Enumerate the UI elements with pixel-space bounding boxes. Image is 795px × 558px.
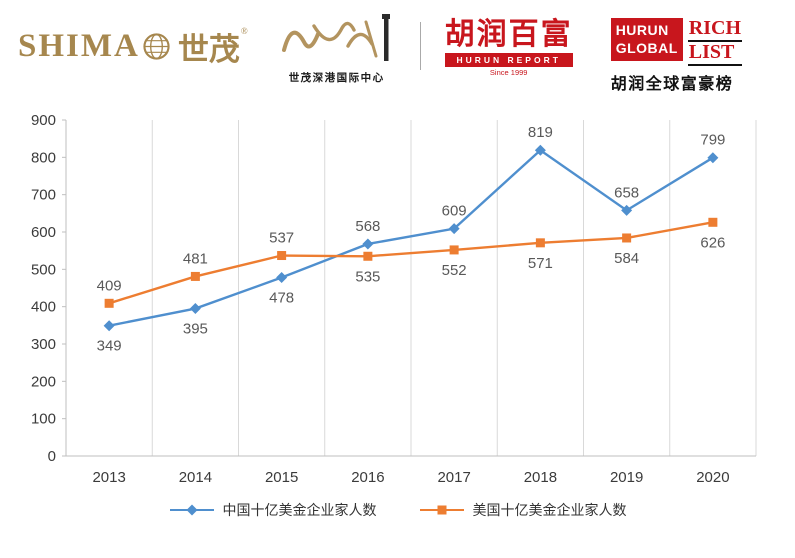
data-point: [448, 223, 460, 235]
data-point: [276, 272, 288, 284]
shimao-logo-cn: 世茂: [177, 32, 240, 67]
usa-series-marker-icon: [419, 505, 464, 515]
x-axis-label: 2017: [437, 469, 470, 486]
data-point: [103, 320, 115, 332]
data-label: 626: [700, 234, 725, 251]
legend-item-china: 中国十亿美金企业家人数: [169, 500, 377, 520]
x-axis-label: 2019: [610, 469, 643, 486]
data-label: 409: [97, 277, 122, 294]
legend-label-china: 中国十亿美金企业家人数: [222, 502, 377, 518]
hurun-report-since: Since 1999: [489, 68, 528, 77]
data-point: [534, 144, 546, 156]
data-label: 349: [97, 338, 122, 355]
shimao-logo: SHIMA 世茂 ®: [18, 24, 248, 69]
richlist-word1: RICH: [687, 18, 743, 42]
data-label: 609: [442, 203, 467, 220]
data-point: [707, 152, 719, 164]
y-axis-label: 400: [31, 299, 56, 316]
legend-label-usa: 美国十亿美金企业家人数: [472, 502, 627, 518]
data-point: [621, 204, 633, 216]
y-axis-label: 500: [31, 261, 56, 278]
richlist-word2: LIST: [687, 42, 743, 66]
chart: 0 100 200 300 400 500 600 700 800 900 2013 2014 2015…: [0, 98, 795, 520]
data-point: [190, 271, 200, 281]
globe-icon: [143, 33, 170, 60]
data-label: 584: [614, 250, 639, 267]
data-label: 478: [269, 290, 294, 307]
szhk-center-caption: 世茂深港国际中心: [288, 72, 385, 84]
data-label: 535: [355, 268, 380, 285]
header-divider: [419, 22, 421, 70]
x-axis-label: 2020: [696, 469, 729, 486]
x-axis-label: 2015: [265, 469, 298, 486]
data-point: [189, 303, 201, 315]
y-axis-label: 200: [31, 373, 56, 390]
data-label: 571: [528, 255, 553, 272]
y-axis-label: 900: [31, 112, 56, 129]
y-axis-label: 600: [31, 224, 56, 241]
y-axis-label: 700: [31, 187, 56, 204]
data-label: 568: [355, 218, 380, 235]
y-axis-label: 300: [31, 336, 56, 353]
data-point: [277, 251, 287, 261]
x-axis-label: 2014: [179, 469, 212, 486]
chart-legend: 中国十亿美金企业家人数 美国十亿美金企业家人数: [0, 500, 795, 520]
header: SHIMA 世茂 ® 世茂深港国际中心 胡润百富 HURUN REPORT Si…: [0, 0, 795, 98]
data-label: 658: [614, 184, 639, 201]
data-point: [449, 245, 459, 255]
hurun-global-line2: GLOBAL: [615, 39, 678, 56]
hurun-global-box: HURUN GLOBAL: [610, 18, 683, 61]
calligraphy-icon: [281, 14, 390, 61]
line-chart: 0 100 200 300 400 500 600 700 800 900 2013 2014 2015…: [31, 112, 757, 486]
x-axis-label: 2016: [351, 469, 384, 486]
hurun-report-cn: 胡润百富: [444, 18, 573, 51]
y-axis-label: 800: [31, 149, 56, 166]
x-axis-label: 2018: [524, 469, 557, 486]
data-point: [708, 217, 718, 227]
y-axis-label: 100: [31, 411, 56, 428]
data-label: 819: [528, 124, 553, 141]
szhk-center-logo: 世茂深港国际中心: [278, 12, 396, 85]
hurun-report-logo: 胡润百富 HURUN REPORT Since 1999: [444, 18, 573, 77]
shimao-logo-text: SHIMA: [18, 28, 140, 64]
data-point: [622, 233, 632, 243]
data-label: 481: [183, 250, 208, 267]
data-point: [363, 251, 373, 261]
hurun-global-line1: HURUN: [615, 22, 669, 38]
richlist-cn: 胡润全球富豪榜: [610, 76, 734, 93]
y-axis-label: 0: [48, 448, 56, 465]
legend-item-usa: 美国十亿美金企业家人数: [419, 500, 627, 520]
x-axis-label: 2013: [92, 469, 125, 486]
richlist-words: RICH LIST: [687, 18, 743, 66]
data-point: [362, 238, 374, 250]
data-label: 395: [183, 321, 208, 338]
series-line-0: [108, 148, 714, 327]
data-point: [104, 298, 114, 308]
series-line-1: [108, 221, 714, 305]
data-label: 552: [442, 262, 467, 279]
hurun-global-richlist-logo: HURUN GLOBAL RICH LIST 胡润全球富豪榜: [610, 18, 743, 94]
data-label: 537: [269, 230, 294, 247]
china-series-marker-icon: [169, 504, 214, 516]
registered-mark: ®: [240, 26, 248, 36]
data-label: 799: [700, 132, 725, 149]
richlist-top: HURUN GLOBAL RICH LIST: [610, 18, 743, 66]
hurun-report-en: HURUN REPORT: [444, 53, 573, 67]
data-point: [535, 238, 545, 248]
